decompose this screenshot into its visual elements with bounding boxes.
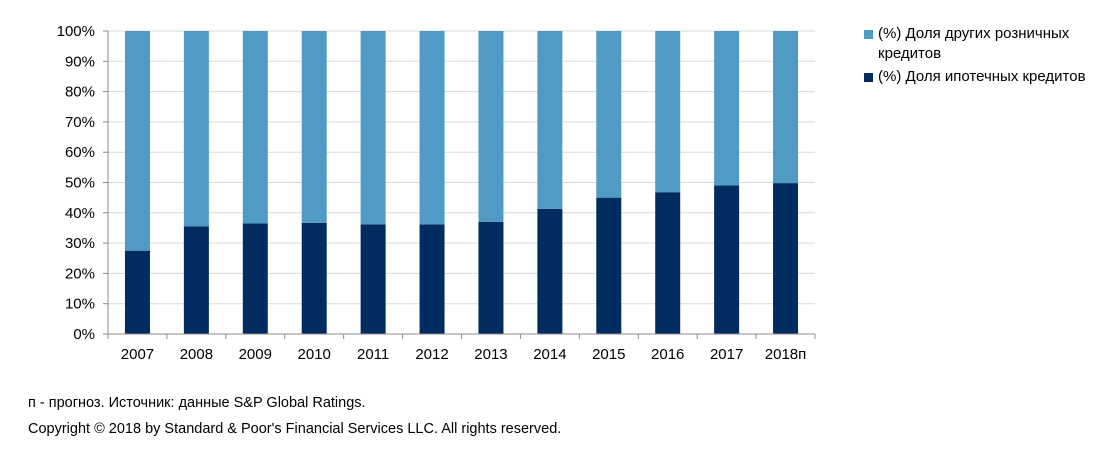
x-tick-label: 2018п: [765, 346, 807, 363]
bar-mortgage: [124, 250, 150, 334]
x-tick-label: 2016: [651, 346, 684, 363]
legend-label-other-retail: (%) Доля других розничных кредитов: [878, 25, 1070, 62]
y-tick-label: 10%: [65, 296, 95, 313]
y-tick-label: 40%: [65, 205, 95, 222]
bar-other-retail: [124, 31, 150, 251]
legend: (%) Доля других розничных кредитов (%) Д…: [860, 24, 1096, 90]
bar-other-retail: [183, 31, 209, 227]
y-tick-label: 60%: [65, 144, 95, 161]
copyright: Copyright © 2018 by Standard & Poor's Fi…: [28, 421, 562, 437]
x-tick-labels: 2007 2008 2009 2010 2011 2012 2013 2014 2015 2016…: [121, 346, 807, 363]
bar-mortgage: [714, 185, 740, 334]
x-tick-label: 2017: [710, 346, 743, 363]
y-tick-label: 100%: [57, 23, 95, 40]
x-tick-label: 2011: [357, 346, 389, 363]
bar-other-retail: [242, 31, 268, 224]
bar-other-retail: [655, 31, 681, 193]
bar-mortgage: [242, 223, 268, 334]
x-tick-label: 2015: [592, 346, 625, 363]
y-tick-label: 80%: [65, 84, 95, 101]
bar-other-retail: [478, 31, 504, 222]
x-tick-label: 2007: [121, 346, 154, 363]
bar-other-retail: [419, 31, 445, 225]
y-tick-label: 20%: [65, 265, 95, 282]
x-tick-label: 2010: [298, 346, 331, 363]
bars: [124, 31, 799, 334]
footnote: п - прогноз. Источник: данные S&P Global…: [28, 395, 366, 411]
y-tick-label: 30%: [65, 235, 95, 252]
bar-other-retail: [537, 31, 563, 209]
legend-swatch-mortgage: [864, 73, 873, 82]
y-tick-label: 0%: [73, 326, 95, 343]
y-tick-labels: 0% 10% 20% 30% 40% 50% 60% 70% 80% 90% 100%: [57, 23, 95, 343]
bar-other-retail: [773, 31, 799, 184]
y-tick-label: 50%: [65, 175, 95, 192]
x-tick-label: 2012: [415, 346, 448, 363]
bar-mortgage: [773, 183, 799, 334]
x-tick-label: 2014: [533, 346, 566, 363]
bar-mortgage: [419, 224, 445, 334]
y-tick-label: 70%: [65, 114, 95, 131]
x-tick-label: 2013: [474, 346, 507, 363]
bar-mortgage: [360, 224, 386, 334]
legend-item-other-retail: (%) Доля других розничных кредитов: [860, 24, 1096, 64]
bar-other-retail: [714, 31, 740, 186]
x-tick-label: 2009: [239, 346, 272, 363]
bar-mortgage: [478, 221, 504, 334]
legend-label-mortgage: (%) Доля ипотечных кредитов: [878, 68, 1086, 85]
legend-item-mortgage: (%) Доля ипотечных кредитов: [860, 67, 1096, 87]
bar-mortgage: [183, 226, 209, 334]
x-tick-label: 2008: [180, 346, 213, 363]
bar-mortgage: [655, 192, 681, 334]
gridlines: [108, 30, 815, 305]
axes: [103, 30, 816, 339]
bar-other-retail: [596, 31, 622, 198]
bar-mortgage: [301, 222, 327, 334]
bar-mortgage: [537, 208, 563, 334]
bar-mortgage: [596, 197, 622, 334]
legend-swatch-other-retail: [864, 30, 873, 39]
bar-other-retail: [301, 31, 327, 223]
y-tick-label: 90%: [65, 53, 95, 70]
bar-other-retail: [360, 31, 386, 225]
